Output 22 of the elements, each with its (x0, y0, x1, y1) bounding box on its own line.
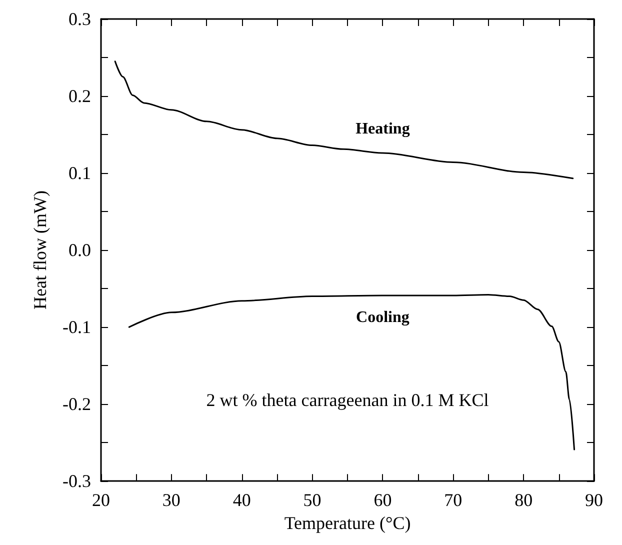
x-tick-label: 70 (444, 490, 462, 510)
series-label: Cooling (356, 308, 410, 326)
x-tick-label: 50 (303, 490, 322, 510)
y-tick-label: -0.2 (62, 394, 91, 414)
x-tick-label: 30 (162, 490, 180, 510)
y-tick-label: 0.1 (68, 163, 91, 184)
y-tick-label: -0.1 (62, 317, 91, 338)
x-tick-label: 40 (232, 490, 251, 510)
y-tick-label: 0.3 (68, 9, 91, 29)
y-tick-label: 0.2 (68, 86, 91, 106)
annotation: 2 wt % theta carrageenan in 0.1 M KCl (206, 390, 489, 410)
x-tick-label: 90 (585, 490, 603, 510)
series-label: Heating (356, 120, 410, 138)
y-tick-label: -0.3 (62, 471, 91, 492)
x-tick-label: 20 (92, 490, 110, 510)
line-series (114, 60, 574, 180)
x-tick-label: 60 (374, 490, 392, 510)
x-axis-title: Temperature (°C) (284, 513, 411, 533)
x-tick-label: 80 (514, 490, 533, 510)
y-tick-label: 0.0 (68, 240, 91, 260)
line-series (128, 294, 576, 450)
y-axis-title: Heat flow (mW) (30, 190, 50, 310)
